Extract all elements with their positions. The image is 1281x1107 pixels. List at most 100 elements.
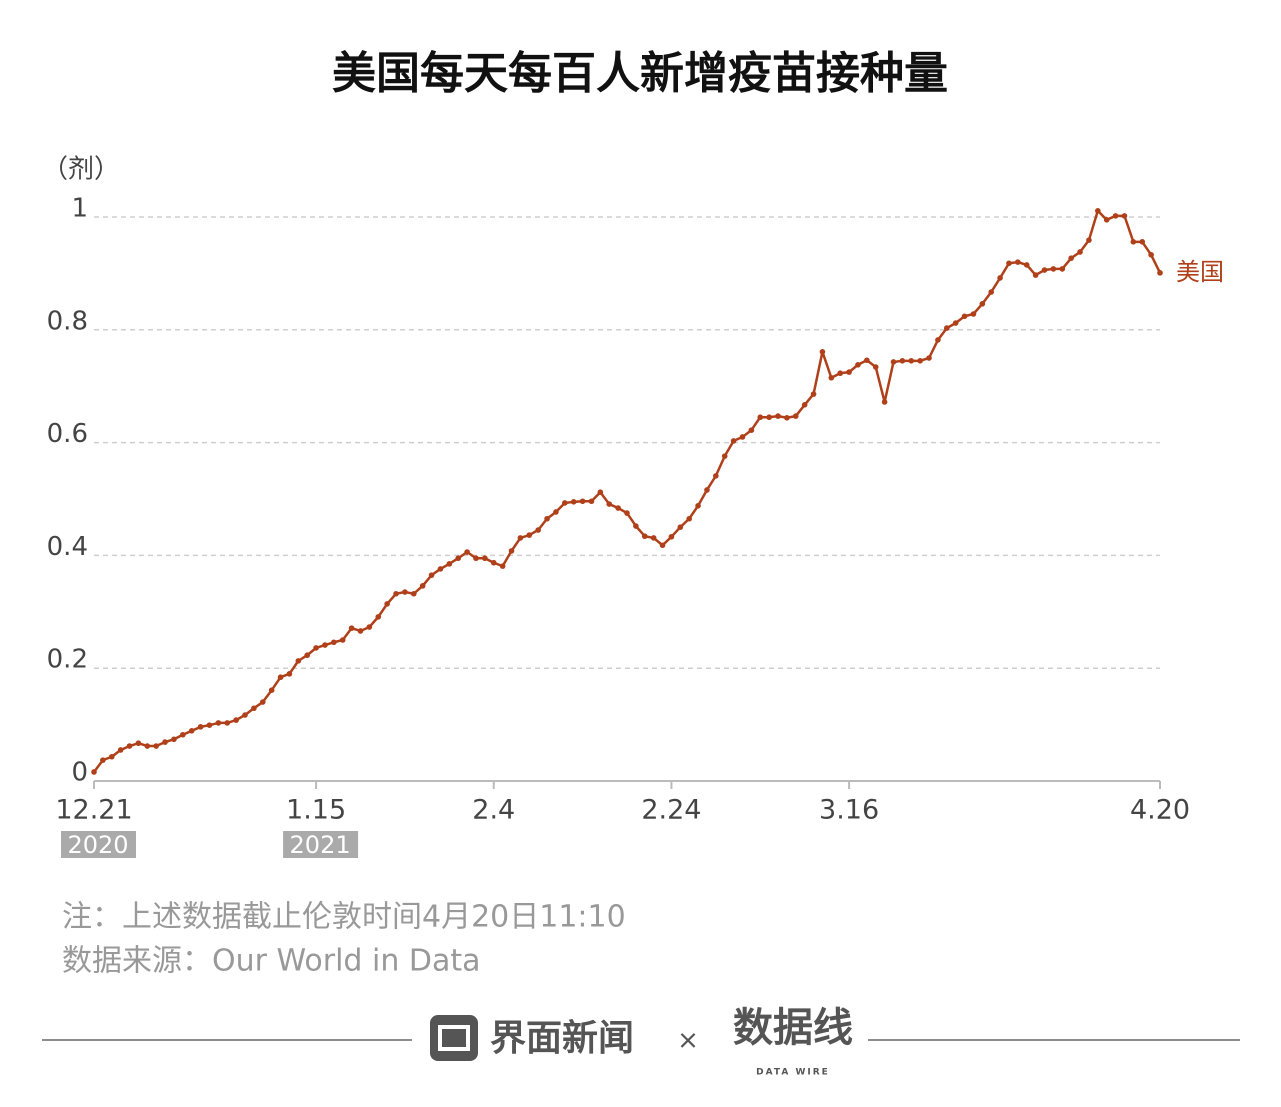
point (801, 402, 808, 408)
point (428, 572, 435, 578)
x-tick-label: 1.15 (286, 795, 346, 826)
point (917, 358, 923, 364)
point (455, 555, 462, 562)
point (437, 566, 444, 572)
point (837, 370, 843, 377)
point (482, 555, 488, 562)
point (579, 498, 586, 505)
point (1077, 249, 1083, 255)
point (322, 642, 328, 648)
x-tick-label: 4.20 (1130, 795, 1190, 826)
x-tick-label: 3.16 (819, 795, 879, 826)
point (1041, 267, 1048, 273)
point (1032, 272, 1039, 278)
x-tick-label: 12.21 (55, 795, 132, 826)
point (1112, 213, 1119, 219)
point (331, 639, 337, 646)
point (641, 533, 648, 540)
point (464, 549, 470, 555)
point (739, 434, 746, 440)
point (206, 722, 213, 728)
point (295, 658, 302, 664)
point (526, 532, 533, 538)
partner-sub: DATA WIRE (756, 1068, 830, 1078)
brand-icon (430, 1015, 478, 1061)
point (970, 311, 977, 317)
source: 数据来源：Our World in Data (62, 944, 481, 979)
point (215, 720, 222, 726)
point (659, 542, 666, 549)
plot: 0 0.2 0.4 0.6 0.8 1 12.21 1.15 2.4 2.24 3.16 4.20 20… (47, 194, 1224, 860)
point (562, 500, 568, 506)
point (766, 414, 772, 421)
point (988, 289, 995, 295)
point (419, 583, 426, 589)
y-tick-label: 0.4 (47, 532, 88, 562)
point (1148, 251, 1154, 258)
point (277, 674, 284, 681)
point (393, 590, 399, 597)
point (553, 509, 559, 515)
point (899, 358, 906, 364)
point (748, 427, 755, 433)
point (251, 705, 257, 712)
point (304, 652, 311, 659)
note: 注：上述数据截止伦敦时间4月20日11:10 (62, 900, 626, 935)
point (775, 413, 781, 419)
point (721, 453, 728, 459)
brand-icon-mark (438, 1025, 470, 1051)
partner: 数据线 (733, 1005, 853, 1051)
point (730, 438, 737, 444)
point (224, 720, 231, 726)
point (375, 614, 382, 620)
point (961, 313, 968, 320)
y-tick-label: 1 (71, 194, 88, 224)
point (935, 337, 941, 343)
point (135, 740, 142, 747)
point (1023, 262, 1030, 268)
year-badge (61, 831, 136, 858)
line (93, 209, 1162, 773)
point (171, 736, 177, 743)
point (1059, 266, 1066, 272)
point (890, 359, 897, 365)
point (686, 515, 692, 522)
point (908, 358, 915, 364)
point (180, 731, 186, 738)
point (1130, 239, 1137, 245)
point (108, 753, 115, 760)
point (713, 473, 719, 479)
point (91, 769, 97, 775)
point (588, 498, 595, 505)
point (144, 743, 151, 749)
point (819, 348, 826, 355)
point (615, 505, 621, 511)
point (473, 555, 479, 562)
year-label: 2020 (67, 831, 128, 859)
y-tick-label: 0 (71, 758, 88, 788)
point (348, 625, 355, 631)
point (624, 510, 630, 516)
point (499, 563, 506, 569)
point (286, 671, 293, 677)
point (997, 275, 1003, 281)
point (490, 559, 497, 566)
point (188, 728, 195, 734)
point (126, 743, 133, 749)
point (757, 414, 764, 421)
point (677, 524, 684, 530)
point (570, 499, 577, 505)
point (1095, 207, 1101, 214)
y-tick-label: 0.2 (47, 645, 88, 675)
brand: 界面新闻 (490, 1018, 634, 1059)
point (357, 628, 364, 634)
point (650, 535, 657, 541)
point (944, 325, 950, 331)
point (384, 601, 390, 607)
y-tick-label: 0.8 (47, 306, 88, 336)
point (846, 369, 852, 375)
point (535, 527, 541, 533)
point (1139, 239, 1146, 245)
point (162, 739, 168, 745)
